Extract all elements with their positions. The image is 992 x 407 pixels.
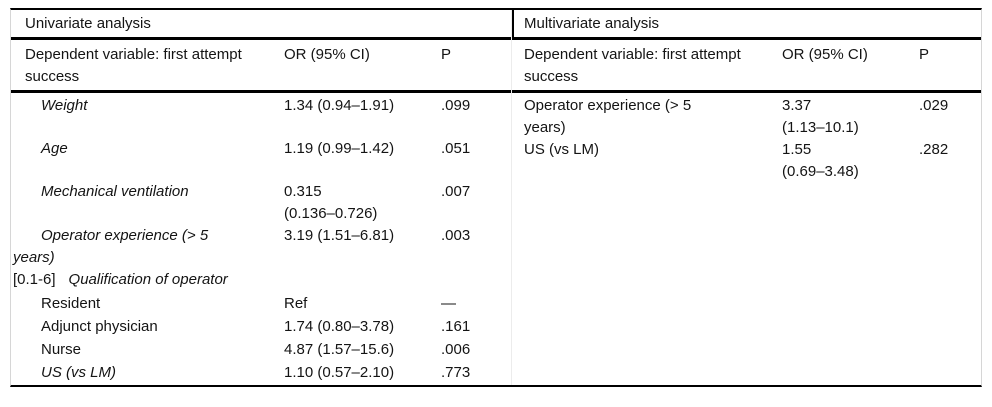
or-value-line1: 3.37 [782, 97, 812, 114]
row-label: Nurse [41, 341, 82, 358]
table-row: Operator experience (> 5 years) 3.37 (1.… [512, 95, 981, 139]
or-value: 1.34 (0.94–1.91) [284, 97, 395, 114]
column-header-p: P [441, 46, 452, 63]
or-value-line1: 0.315 [284, 183, 322, 200]
univariate-body: Weight 1.34 (0.94–1.91) .099 Age 1.19 (0… [11, 93, 511, 385]
table-row: [0.1-6] Qualification of operator [11, 269, 511, 293]
row-label-line2: years) [13, 249, 55, 266]
table-row: Nurse 4.87 (1.57–15.6) .006 [11, 339, 511, 362]
row-label-line1: Operator experience (> 5 [41, 227, 209, 244]
column-header-dependent-variable: Dependent variable: first attempt succes… [25, 46, 242, 85]
table-row: US (vs LM) 1.10 (0.57–2.10) .773 [11, 362, 511, 385]
table-row: Weight 1.34 (0.94–1.91) .099 [11, 95, 511, 138]
p-value: .773 [441, 364, 471, 381]
p-value: .099 [441, 97, 471, 114]
multivariate-header-row: Dependent variable: first attempt succes… [512, 40, 981, 93]
p-value: .029 [919, 97, 949, 114]
p-value: .003 [441, 227, 471, 244]
univariate-section-title: Univariate analysis [11, 10, 511, 40]
or-value-line2: (0.69–3.48) [782, 163, 859, 180]
or-value: 3.37 (1.13–10.1) [782, 95, 919, 139]
or-value-line1: 1.55 [782, 141, 812, 158]
p-value: — [441, 295, 456, 312]
univariate-section: Univariate analysis Dependent variable: … [11, 10, 511, 385]
p-value: .007 [441, 183, 471, 200]
or-value: Ref [284, 295, 308, 312]
p-value: .161 [441, 318, 471, 335]
p-value: .051 [441, 140, 471, 157]
row-label: Operator experience (> 5 years) [11, 225, 284, 269]
or-value: 1.74 (0.80–3.78) [284, 318, 395, 335]
row-label-line2: years) [524, 119, 566, 136]
multivariate-section-title: Multivariate analysis [512, 10, 981, 40]
row-label: US (vs LM) [524, 141, 599, 158]
p-value: .006 [441, 341, 471, 358]
or-value: 0.315 (0.136–0.726) [284, 181, 441, 225]
section-title-text: Univariate analysis [25, 14, 151, 32]
row-label-line1: Operator experience (> 5 [524, 97, 692, 114]
univariate-header-row: Dependent variable: first attempt succes… [11, 40, 511, 93]
or-value-line2: (1.13–10.1) [782, 119, 859, 136]
column-header-or-ci: OR (95% CI) [284, 46, 370, 63]
row-label: Weight [41, 97, 88, 114]
row-label: [0.1-6] Qualification of operator [11, 269, 284, 291]
or-value: 4.87 (1.57–15.6) [284, 341, 395, 358]
table-row: Mechanical ventilation 0.315 (0.136–0.72… [11, 181, 511, 225]
multivariate-section: Multivariate analysis Dependent variable… [511, 10, 981, 385]
row-label: Age [41, 140, 68, 157]
row-label: Resident [41, 295, 101, 312]
table-row: Age 1.19 (0.99–1.42) .051 [11, 138, 511, 181]
row-label: Adjunct physician [41, 318, 158, 335]
p-value: .282 [919, 141, 949, 158]
table-row: Adjunct physician 1.74 (0.80–3.78) .161 [11, 316, 511, 339]
section-title-text: Multivariate analysis [524, 14, 660, 32]
or-value: 1.55 (0.69–3.48) [782, 139, 919, 183]
or-value: 1.10 (0.57–2.10) [284, 364, 395, 381]
or-value: 3.19 (1.51–6.81) [284, 227, 395, 244]
or-value-line2: (0.136–0.726) [284, 205, 378, 222]
reference-marker: [0.1-6] [13, 271, 56, 288]
column-header-or-ci: OR (95% CI) [782, 46, 868, 63]
column-header-p: P [919, 46, 930, 63]
multivariate-body: Operator experience (> 5 years) 3.37 (1.… [512, 93, 981, 183]
table-row: Resident Ref — [11, 293, 511, 316]
or-value: 1.19 (0.99–1.42) [284, 140, 395, 157]
table-row: Operator experience (> 5 years) 3.19 (1.… [11, 225, 511, 269]
column-header-dependent-variable: Dependent variable: first attempt succes… [524, 46, 741, 85]
regression-results-table: Univariate analysis Dependent variable: … [10, 8, 982, 387]
table-row: US (vs LM) 1.55 (0.69–3.48) .282 [512, 139, 981, 183]
row-label: Operator experience (> 5 years) [512, 95, 782, 139]
row-label: US (vs LM) [41, 364, 116, 381]
row-label: Mechanical ventilation [41, 183, 189, 200]
subgroup-heading: Qualification of operator [68, 271, 228, 288]
